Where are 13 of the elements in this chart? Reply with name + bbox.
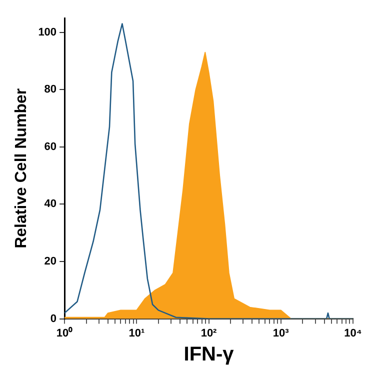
y-tick-label: 20: [44, 256, 57, 268]
y-tick-label: 0: [50, 312, 57, 325]
y-axis-title: Relative Cell Number: [13, 88, 30, 248]
y-tick-label: 100: [38, 26, 57, 38]
x-axis-title: IFN-γ: [184, 344, 235, 366]
x-tick-label: 10²: [200, 327, 218, 340]
y-tick-label: 60: [44, 140, 57, 153]
x-tick-label: 10⁴: [344, 327, 362, 340]
y-tick-label: 40: [44, 198, 57, 210]
y-tick-label: 80: [44, 84, 57, 96]
x-tick-label: 10⁰: [56, 326, 73, 340]
x-tick-label: 10³: [272, 327, 290, 340]
x-tick-label: 10¹: [128, 327, 145, 340]
